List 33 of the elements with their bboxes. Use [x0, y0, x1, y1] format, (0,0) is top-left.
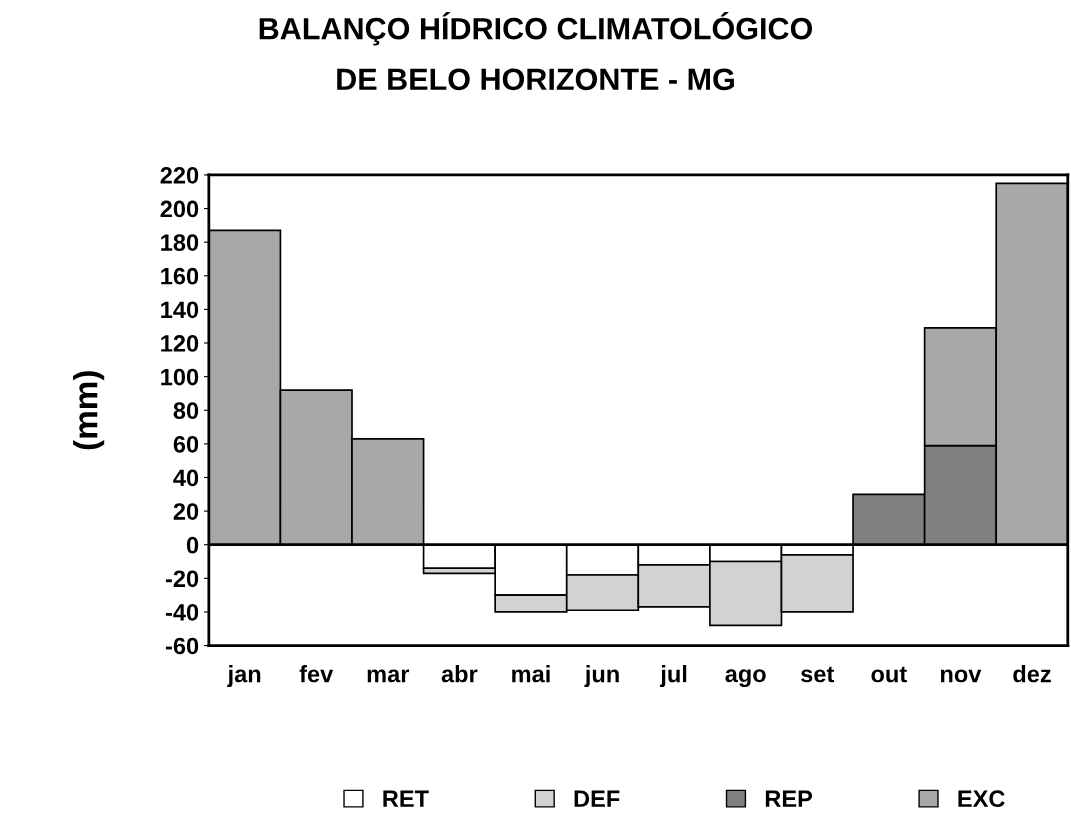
x-tick-label: jun — [584, 665, 619, 688]
y-tick-label: 40 — [173, 469, 199, 487]
legend-label: RET — [383, 790, 429, 807]
y-tick-label: -60 — [165, 637, 199, 655]
y-tick-label: 180 — [161, 234, 199, 251]
y-tick-label: 100 — [161, 368, 199, 386]
y-tick-label: 20 — [173, 503, 199, 520]
legend-label: REP — [765, 790, 813, 807]
y-tick-label: 200 — [160, 200, 199, 218]
x-tick-label: ago — [725, 669, 766, 688]
x-tick-label: out — [871, 666, 907, 683]
x-tick-label: set — [801, 666, 835, 683]
x-tick-label: dez — [1013, 665, 1051, 683]
chart-title: BALANÇO HÍDRICO CLIMATOLÓGICO DE BELO HORIZONTE - MG — [259, 12, 813, 91]
legend-label: DEF — [574, 790, 620, 807]
legend-label: EXC — [958, 790, 1005, 808]
y-tick-label: 120 — [161, 335, 199, 352]
x-tick-label: nov — [940, 669, 982, 683]
y-tick-label: 140 — [161, 301, 199, 319]
x-tick-label: fev — [299, 665, 334, 683]
x-tick-label: mar — [367, 669, 410, 683]
y-tick-label: -40 — [165, 604, 199, 621]
y-tick-label: 220 — [160, 167, 199, 184]
y-tick-label: 0 — [186, 536, 199, 554]
y-tick-label: -20 — [165, 570, 199, 588]
x-tick-label: jul — [659, 665, 687, 688]
y-axis-title: (mm) — [73, 371, 105, 450]
y-tick-label: 160 — [161, 267, 199, 285]
y-tick-label: 80 — [173, 402, 199, 420]
y-tick-label: 60 — [173, 435, 199, 453]
x-tick-label: jan — [227, 665, 261, 688]
x-tick-label: mai — [512, 665, 550, 683]
x-tick-label: abr — [441, 665, 478, 683]
